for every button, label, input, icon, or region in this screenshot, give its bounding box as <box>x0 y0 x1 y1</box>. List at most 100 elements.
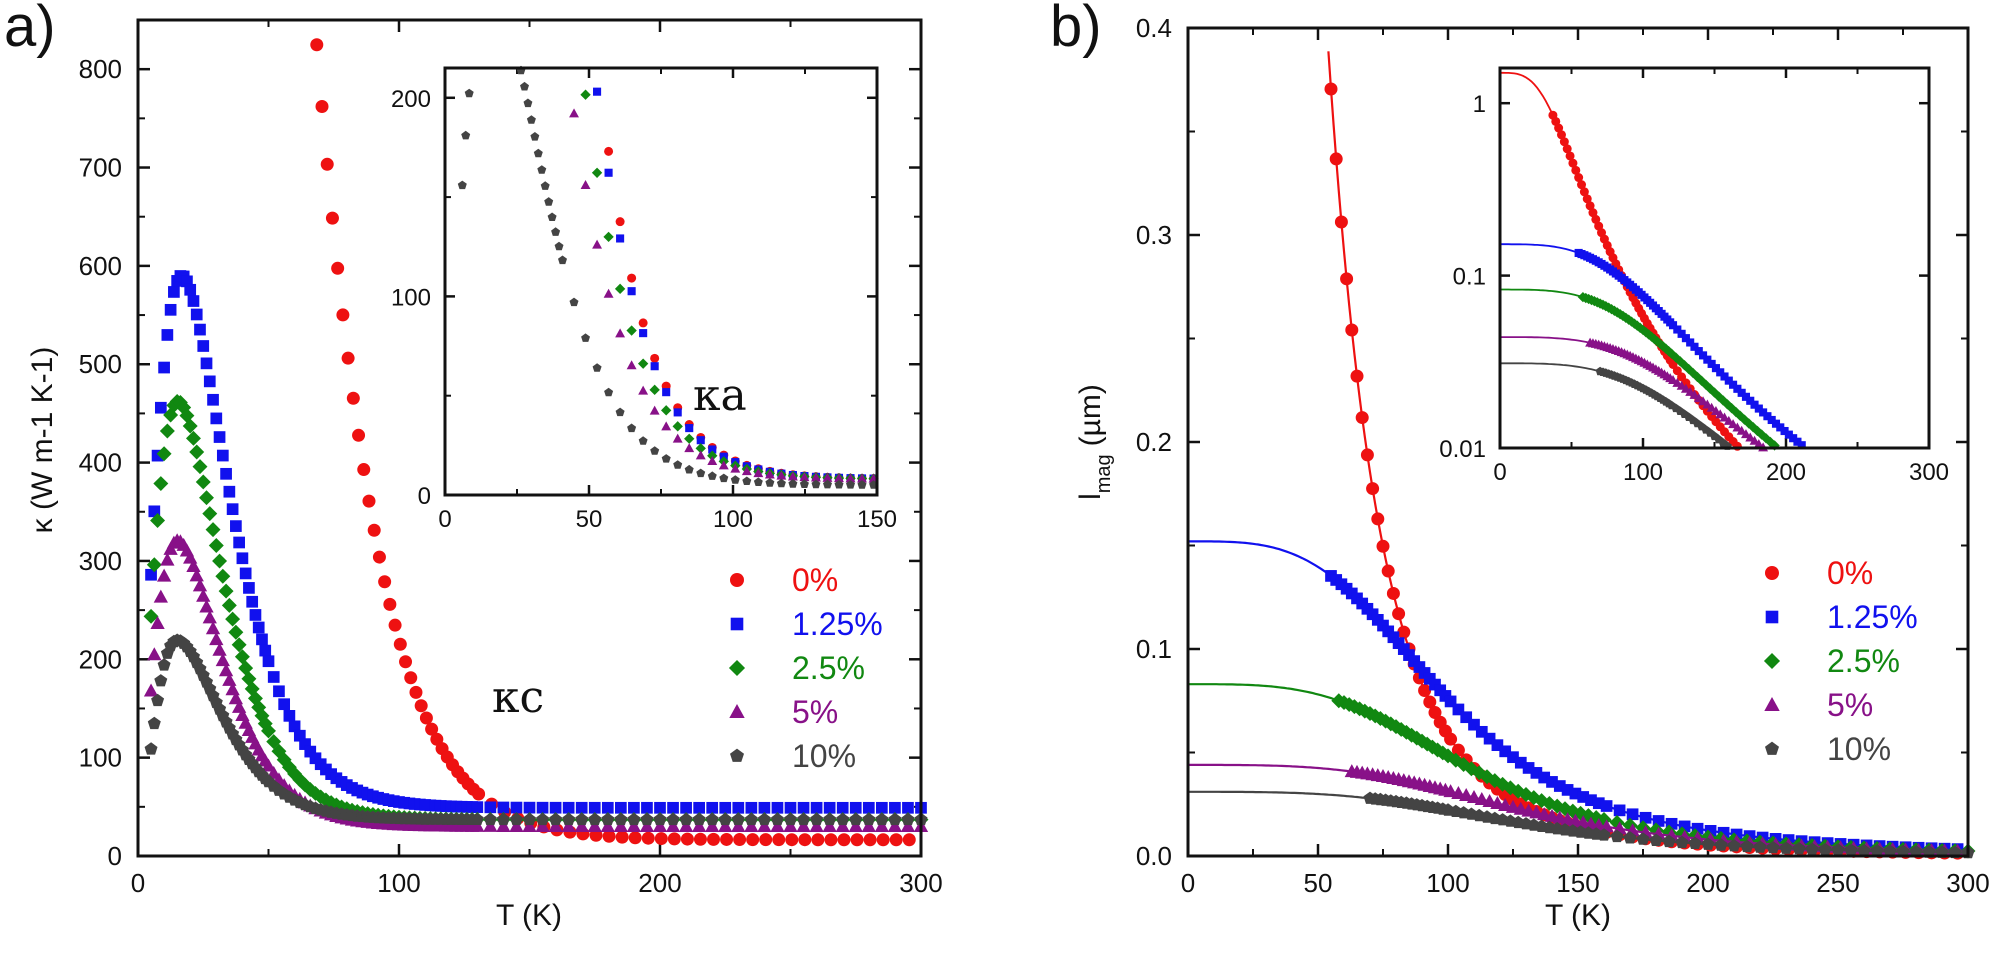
y-tick-label: 200 <box>79 644 122 674</box>
data-point <box>1857 844 1871 857</box>
data-point <box>796 819 811 833</box>
data-point <box>154 674 168 687</box>
legend-label: 0% <box>1827 555 1873 591</box>
data-point <box>753 468 764 478</box>
data-point <box>603 288 614 298</box>
data-point <box>692 812 706 826</box>
data-point <box>287 766 303 782</box>
legend-marker <box>1764 696 1780 711</box>
y-tick-label: 0 <box>108 841 122 871</box>
data-point <box>540 181 550 190</box>
data-point <box>239 567 252 580</box>
data-point <box>1724 376 1733 385</box>
data-point <box>561 819 576 833</box>
data-point <box>641 831 655 845</box>
data-point <box>222 672 237 686</box>
data-point <box>1733 384 1742 393</box>
series-10% <box>1188 790 1975 859</box>
x-tick-label: 0 <box>438 506 451 533</box>
data-point <box>1588 208 1598 218</box>
data-point <box>164 303 177 316</box>
data-point <box>1703 355 1712 364</box>
data-point <box>470 818 485 832</box>
data-point <box>213 431 226 443</box>
data-point <box>592 363 602 372</box>
data-point <box>765 478 775 487</box>
data-point <box>1577 180 1587 190</box>
data-point <box>1818 842 1832 856</box>
data-point <box>731 819 746 833</box>
data-point <box>863 833 877 847</box>
data-point <box>510 812 523 826</box>
data-point <box>194 323 206 336</box>
panel-a-inset-background <box>445 68 877 495</box>
data-point <box>1451 743 1465 757</box>
data-point <box>580 89 591 100</box>
legend-label: 1.25% <box>792 606 883 642</box>
data-point <box>156 568 172 582</box>
data-point <box>746 833 760 847</box>
data-point <box>535 818 550 832</box>
data-point <box>693 832 707 846</box>
data-point <box>236 552 249 565</box>
data-point <box>520 81 529 91</box>
data-point <box>784 801 797 814</box>
data-point <box>234 649 250 665</box>
data-point <box>1737 388 1746 397</box>
data-point <box>1546 776 1558 788</box>
x-tick-label: 100 <box>1426 868 1469 898</box>
data-point <box>857 480 867 489</box>
data-point <box>1792 842 1806 855</box>
data-point <box>757 812 771 826</box>
data-point <box>823 812 837 826</box>
data-point <box>705 812 719 826</box>
x-tick-label: 200 <box>638 868 681 898</box>
data-point <box>293 729 306 742</box>
data-point <box>673 408 682 417</box>
data-point <box>1561 784 1574 796</box>
data-point <box>336 308 350 322</box>
data-point <box>1554 123 1564 133</box>
data-point <box>1729 380 1738 389</box>
data-point <box>153 589 168 603</box>
legend-label: 0% <box>792 562 838 598</box>
data-point <box>1382 625 1395 638</box>
data-point <box>484 801 497 814</box>
data-point <box>771 801 784 814</box>
legend-label: 2.5% <box>792 650 865 686</box>
data-point <box>1844 843 1858 856</box>
data-point <box>483 818 498 832</box>
data-point <box>547 212 557 221</box>
data-point <box>1711 364 1720 373</box>
data-point <box>1468 718 1480 731</box>
data-point <box>823 801 836 814</box>
data-point <box>470 812 484 825</box>
data-point <box>419 711 433 725</box>
data-point <box>1538 771 1551 784</box>
data-point <box>1649 333 1660 345</box>
panel-a-label: a) <box>4 0 56 59</box>
data-point <box>1479 769 1495 785</box>
data-point <box>362 494 376 508</box>
data-point <box>150 513 166 528</box>
data-point <box>254 708 270 724</box>
x-tick-label: 50 <box>576 506 603 533</box>
panel-b-inset: 0 100 200 300 0.01 0.1 1 <box>1439 66 1949 486</box>
data-point <box>1896 844 1910 858</box>
data-point <box>639 819 655 833</box>
data-point <box>1746 396 1755 405</box>
y-tick-label: 0.4 <box>1136 13 1172 43</box>
series-1.25% <box>145 270 927 814</box>
data-point <box>742 476 752 485</box>
y-tick-label: 0.0 <box>1136 841 1172 871</box>
data-point <box>862 812 876 826</box>
data-point <box>187 295 200 307</box>
data-point <box>627 812 641 826</box>
data-point <box>276 752 292 768</box>
data-point <box>745 801 758 814</box>
data-point <box>1388 719 1404 735</box>
data-point <box>614 283 626 295</box>
data-point <box>1776 423 1785 432</box>
data-point <box>649 384 660 396</box>
data-point <box>151 449 164 462</box>
